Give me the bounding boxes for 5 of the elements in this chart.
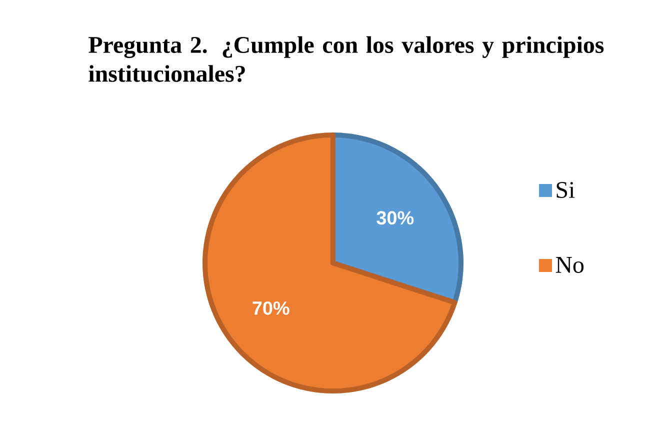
chart-title: Pregunta 2. ¿Cumple con los valores y principios institucionales? (88, 36, 604, 82)
data-label: 30% (376, 211, 414, 225)
legend-label: Si (556, 182, 575, 198)
legend-label: No (556, 257, 584, 273)
data-label: 70% (252, 301, 290, 315)
